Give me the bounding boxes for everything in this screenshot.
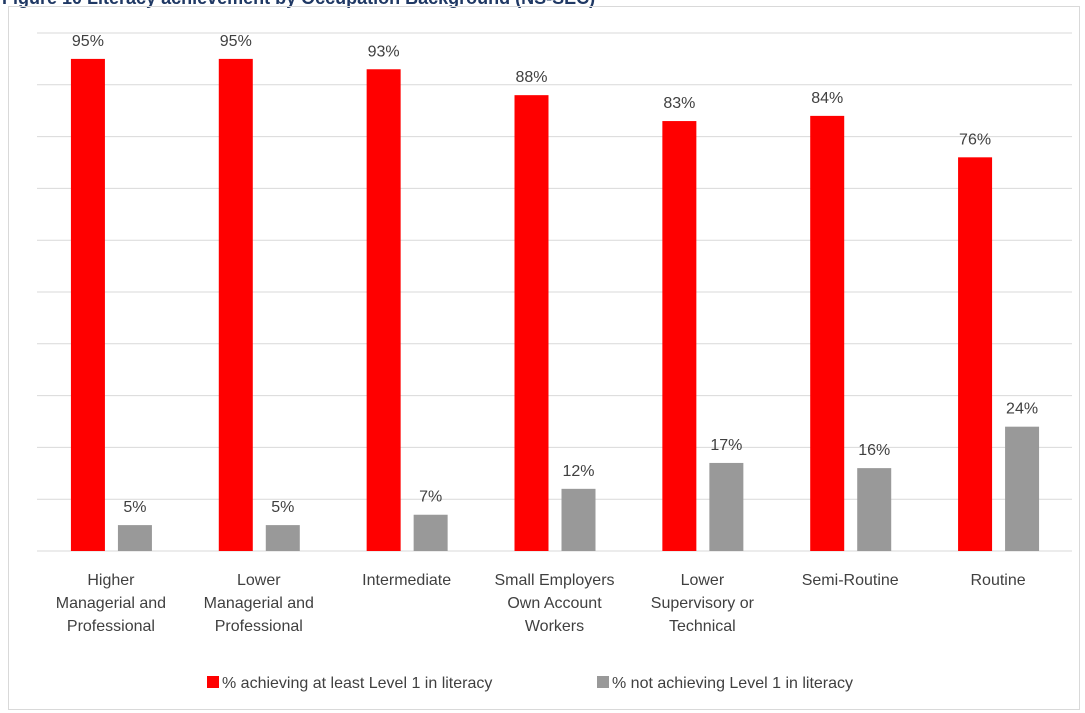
- bar-not-achieving: [117, 525, 152, 551]
- data-label-not-achieving: 5%: [271, 499, 294, 516]
- data-label-achieving: 93%: [368, 43, 400, 60]
- data-label-achieving: 88%: [515, 69, 547, 86]
- category-label: Small Employers Own Account Workers: [494, 572, 614, 635]
- data-label-achieving: 95%: [72, 33, 104, 50]
- data-label-not-achieving: 7%: [419, 489, 442, 506]
- bar-not-achieving: [709, 462, 744, 551]
- data-label-not-achieving: 17%: [710, 437, 742, 454]
- category-label: Lower Supervisory or Technical: [651, 572, 755, 635]
- data-label-not-achieving: 12%: [562, 463, 594, 480]
- legend: % achieving at least Level 1 in literacy…: [207, 675, 853, 692]
- category-label: Routine: [970, 572, 1025, 589]
- chart-title: Figure 10 Literacy achievement by Occupa…: [0, 0, 1085, 10]
- legend-label-not-achieving: % not achieving Level 1 in literacy: [612, 675, 853, 692]
- bar-achieving: [70, 58, 105, 552]
- category-label: Semi-Routine: [802, 572, 899, 589]
- data-label-not-achieving: 5%: [123, 499, 146, 516]
- bar-not-achieving: [857, 468, 892, 551]
- bar-achieving: [958, 157, 993, 551]
- category-labels: Higher Managerial and Professional Lower Man…: [56, 572, 1026, 635]
- category-label-line: Professional: [67, 618, 155, 635]
- category-label-line: Higher: [87, 572, 135, 589]
- bar-achieving: [662, 121, 697, 551]
- category-label: Higher Managerial and Professional: [56, 572, 166, 635]
- data-label-achieving: 84%: [811, 90, 843, 107]
- category-label-line: Routine: [970, 572, 1025, 589]
- category-label-line: Workers: [525, 618, 584, 635]
- category-label-line: Managerial and: [56, 595, 166, 612]
- data-label-achieving: 95%: [220, 33, 252, 50]
- legend-swatch-achieving: [207, 676, 219, 688]
- category-label-line: Supervisory or: [651, 595, 755, 612]
- category-label-line: Semi-Routine: [802, 572, 899, 589]
- category-label: Lower Managerial and Professional: [204, 572, 314, 635]
- bar-not-achieving: [1005, 426, 1040, 551]
- legend-label-achieving: % achieving at least Level 1 in literacy: [222, 675, 492, 692]
- bar-achieving: [366, 69, 401, 551]
- category-label-line: Technical: [669, 618, 736, 635]
- bars: [70, 58, 1040, 552]
- bar-not-achieving: [413, 514, 448, 551]
- data-label-achieving: 76%: [959, 131, 991, 148]
- bar-not-achieving: [561, 488, 596, 551]
- data-label-not-achieving: 24%: [1006, 401, 1038, 418]
- category-label-line: Lower: [681, 572, 725, 589]
- category-label-line: Managerial and: [204, 595, 314, 612]
- legend-swatch-not-achieving: [597, 676, 609, 688]
- category-label-line: Own Account: [507, 595, 602, 612]
- category-label-line: Lower: [237, 572, 281, 589]
- category-label-line: Intermediate: [362, 572, 451, 589]
- chart-title-text: Figure 10 Literacy achievement by Occupa…: [2, 0, 595, 9]
- chart-frame: [8, 6, 1080, 710]
- bar-not-achieving: [265, 525, 300, 551]
- bar-achieving: [810, 115, 845, 551]
- category-label-line: Professional: [215, 618, 303, 635]
- bar-achieving: [218, 58, 253, 552]
- data-label-not-achieving: 16%: [858, 442, 890, 459]
- data-label-achieving: 83%: [663, 95, 695, 112]
- category-label-line: Small Employers: [494, 572, 614, 589]
- value-labels: 95% 5% 95% 5% 93% 7% 88% 12% 83% 17% 84% 16% 76% 24%: [72, 33, 1038, 516]
- bar-achieving: [514, 95, 549, 551]
- gridlines: [37, 32, 1072, 552]
- category-label: Intermediate: [362, 572, 451, 589]
